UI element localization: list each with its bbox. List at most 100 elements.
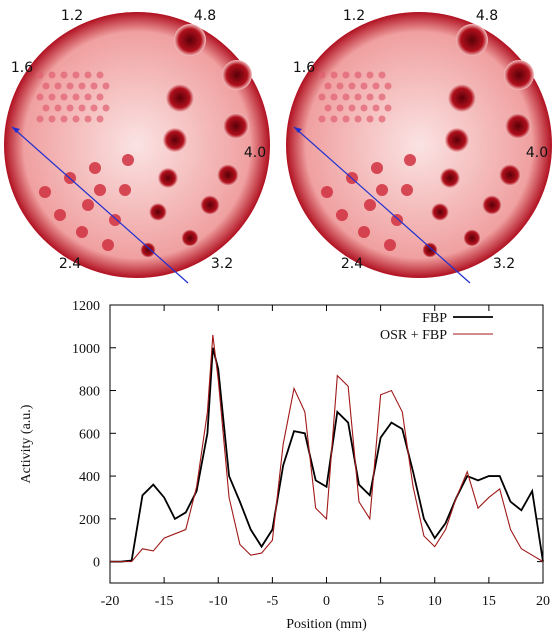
phantom-rod xyxy=(200,195,220,215)
plot-frame xyxy=(109,304,544,584)
phantom-rod xyxy=(166,84,194,112)
phantom-image: 1.2 4.8 1.6 4.0 2.4 3.2 xyxy=(4,8,270,284)
phantom-rod xyxy=(109,214,121,226)
phantom-label: 4.8 xyxy=(476,8,498,24)
phantom-rod xyxy=(72,71,80,79)
phantom-rod xyxy=(42,104,50,112)
phantom-rod xyxy=(324,104,332,112)
x-tick-label: -10 xyxy=(209,594,228,609)
phantom-rod xyxy=(342,93,350,101)
phantom-image: 1.2 4.8 1.6 4.0 2.4 3.2 xyxy=(286,8,552,284)
phantom-rod xyxy=(358,226,370,238)
x-tick-label: -20 xyxy=(101,594,120,609)
phantom-rod xyxy=(66,82,74,90)
phantom-rod xyxy=(84,115,92,123)
phantom-rod xyxy=(122,154,134,166)
phantom-rod xyxy=(330,71,338,79)
phantom-rod xyxy=(89,162,101,174)
phantom-rod xyxy=(354,93,362,101)
phantom-rod xyxy=(96,115,104,123)
phantom-rod xyxy=(372,104,380,112)
phantom-rod xyxy=(445,128,469,152)
phantom-label: 2.4 xyxy=(59,256,81,272)
phantom-rod xyxy=(96,93,104,101)
phantom-rod xyxy=(54,104,62,112)
phantom-rod xyxy=(321,186,333,198)
phantom-rod xyxy=(60,71,68,79)
y-tick-label: 200 xyxy=(79,513,100,528)
phantom-rod xyxy=(336,209,348,221)
phantom-rod xyxy=(163,128,187,152)
phantom-rod xyxy=(66,104,74,112)
x-tick-label: 5 xyxy=(377,594,384,609)
y-axis-label: Activity (a.u.) xyxy=(19,404,34,483)
phantom-rod xyxy=(54,82,62,90)
phantom-rod xyxy=(348,104,356,112)
phantom-rod xyxy=(84,93,92,101)
phantom-rod xyxy=(42,82,50,90)
phantom-rod xyxy=(366,71,374,79)
phantom-rod xyxy=(39,186,51,198)
phantom-rod xyxy=(440,168,460,188)
x-axis-label: Position (mm) xyxy=(286,617,367,632)
phantom-rod xyxy=(223,113,249,139)
phantom-rod xyxy=(90,104,98,112)
phantom-rod xyxy=(48,71,56,79)
phantom-rod xyxy=(90,82,98,90)
profile-arrow xyxy=(294,127,302,133)
phantom-rod xyxy=(36,115,44,123)
series-line xyxy=(110,347,544,563)
phantom-rod xyxy=(318,115,326,123)
phantom-rod xyxy=(456,24,488,56)
phantom-rod xyxy=(371,162,383,174)
phantom-rod xyxy=(376,184,388,196)
phantom-rod xyxy=(372,82,380,90)
phantom-rod xyxy=(72,93,80,101)
phantom-rod xyxy=(119,184,131,196)
phantom-rod xyxy=(318,71,326,79)
y-tick-label: 600 xyxy=(79,427,100,442)
phantom-rod xyxy=(102,239,114,251)
phantom-rod xyxy=(463,229,481,247)
phantom-rod xyxy=(36,71,44,79)
phantom-rod xyxy=(505,113,531,139)
phantom-rod xyxy=(324,82,332,90)
phantom-rod xyxy=(102,104,110,112)
phantom-rod xyxy=(360,82,368,90)
phantom-rod xyxy=(366,93,374,101)
phantom-label: 3.2 xyxy=(211,256,233,272)
x-tick-label: -5 xyxy=(267,594,279,609)
phantom-label: 4.0 xyxy=(244,145,266,161)
phantom-rod xyxy=(384,104,392,112)
phantom-label: 2.4 xyxy=(341,256,363,272)
phantom-rod xyxy=(94,184,106,196)
phantom-rod xyxy=(482,195,502,215)
phantom-rod xyxy=(342,115,350,123)
phantom-rod xyxy=(72,115,80,123)
phantom-rod xyxy=(60,93,68,101)
phantom-rod xyxy=(78,82,86,90)
phantom-rod xyxy=(342,71,350,79)
phantom-rod xyxy=(174,24,206,56)
phantom-rod xyxy=(48,93,56,101)
phantom-rod xyxy=(318,93,326,101)
phantom-rod xyxy=(384,82,392,90)
phantom-rod xyxy=(96,71,104,79)
phantom-rod xyxy=(404,154,416,166)
phantom-rod xyxy=(499,164,521,186)
phantom-rod xyxy=(60,115,68,123)
phantom-rod xyxy=(222,60,252,90)
phantom-rod xyxy=(384,239,396,251)
profile-arrow xyxy=(12,127,20,133)
phantom-rod xyxy=(504,60,534,90)
phantom-rod xyxy=(378,93,386,101)
phantom-rod xyxy=(364,199,376,211)
phantom-rod xyxy=(378,71,386,79)
phantom-rod xyxy=(82,199,94,211)
phantom-rod xyxy=(84,71,92,79)
profile-line xyxy=(293,126,471,284)
phantom-rod xyxy=(431,203,449,221)
phantom-rod xyxy=(401,184,413,196)
x-tick-label: 10 xyxy=(428,594,442,609)
